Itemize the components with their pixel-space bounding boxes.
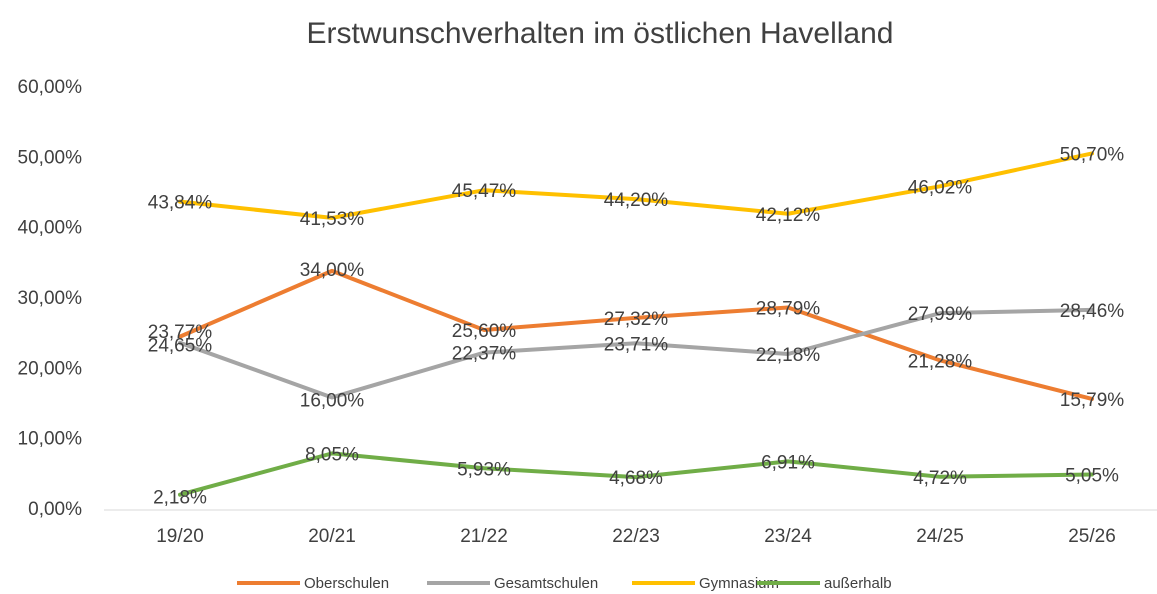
data-label: 8,05% <box>305 444 359 465</box>
data-label: 15,79% <box>1060 390 1125 411</box>
data-label: 27,32% <box>604 309 669 330</box>
data-label: 4,72% <box>913 468 967 489</box>
x-tick-label: 19/20 <box>156 526 204 547</box>
legend-label: außerhalb <box>824 575 892 592</box>
data-label: 5,05% <box>1065 465 1119 486</box>
data-label: 2,18% <box>153 488 207 509</box>
data-label: 24,65% <box>148 336 213 357</box>
series-line <box>178 151 1094 220</box>
x-tick-label: 24/25 <box>916 526 964 547</box>
data-label: 27,99% <box>908 304 973 325</box>
data-label: 25,60% <box>452 321 517 342</box>
data-label: 5,93% <box>457 459 511 480</box>
data-label: 4,68% <box>609 468 663 489</box>
data-label: 28,79% <box>756 299 821 320</box>
data-label: 23,77% <box>148 322 213 343</box>
data-label: 22,37% <box>452 344 517 365</box>
x-tick-label: 22/23 <box>612 526 660 547</box>
data-label: 41,53% <box>300 209 365 230</box>
x-tick-label: 23/24 <box>764 526 812 547</box>
data-label: 45,47% <box>452 181 517 202</box>
data-label: 22,18% <box>756 345 821 366</box>
data-label: 23,71% <box>604 334 669 355</box>
series-line <box>178 268 1094 401</box>
x-tick-label: 21/22 <box>460 526 508 547</box>
data-label: 50,70% <box>1060 144 1125 165</box>
series-line <box>178 451 1094 497</box>
y-tick-label: 30,00% <box>18 288 83 309</box>
chart-title: Erstwunschverhalten im östlichen Havella… <box>307 17 894 50</box>
data-label: 16,00% <box>300 390 365 411</box>
data-label: 43,84% <box>148 193 213 214</box>
y-tick-label: 40,00% <box>18 218 83 239</box>
data-label: 28,46% <box>1060 301 1125 322</box>
data-label: 44,20% <box>604 190 669 211</box>
y-tick-label: 20,00% <box>18 358 83 379</box>
legend-label: Oberschulen <box>304 575 389 592</box>
y-tick-label: 60,00% <box>18 77 83 98</box>
y-tick-label: 10,00% <box>18 429 83 450</box>
legend-label: Gesamtschulen <box>494 575 598 592</box>
data-label: 46,02% <box>908 177 973 198</box>
y-tick-label: 0,00% <box>28 499 82 520</box>
data-label: 34,00% <box>300 260 365 281</box>
data-label: 6,91% <box>761 452 815 473</box>
x-tick-label: 25/26 <box>1068 526 1116 547</box>
x-tick-label: 20/21 <box>308 526 356 547</box>
series-line <box>178 307 1094 400</box>
y-tick-label: 50,00% <box>18 147 83 168</box>
legend-label: Gymnasium <box>699 575 779 592</box>
data-label: 42,12% <box>756 205 821 226</box>
data-label: 21,28% <box>908 351 973 372</box>
